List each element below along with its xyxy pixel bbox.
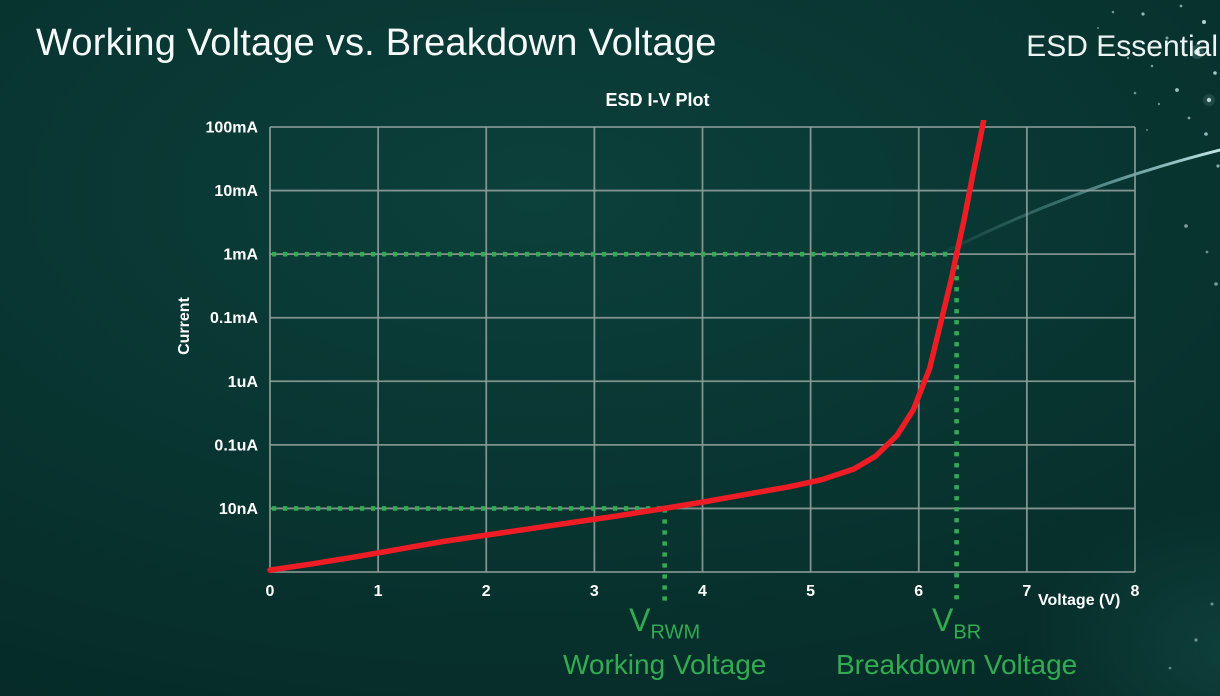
svg-text:10nA: 10nA xyxy=(219,501,259,518)
breakdown-voltage-label: Breakdown Voltage xyxy=(835,649,1078,681)
svg-text:2: 2 xyxy=(482,583,491,600)
y-axis-label: Current xyxy=(176,297,193,355)
vrwm-symbol: VRWM xyxy=(563,603,766,649)
vrwm-symbol-letter: V xyxy=(629,602,651,638)
working-voltage-label: Working Voltage xyxy=(562,649,767,681)
vbr-subscript: BR xyxy=(953,621,982,644)
breakdown-voltage-annotation: VBR Breakdown Voltage xyxy=(836,603,1077,680)
vbr-symbol-letter: V xyxy=(932,602,954,638)
vbr-symbol: VBR xyxy=(836,603,1077,649)
svg-text:5: 5 xyxy=(806,583,815,600)
svg-text:1uA: 1uA xyxy=(228,374,259,391)
page-title: Working Voltage vs. Breakdown Voltage xyxy=(36,22,717,64)
corner-glow-decoration xyxy=(1025,505,1220,696)
chart-plot-area: 100mA 10mA 1mA 0.1mA 1uA 0.1uA 10nA 0 1 2 3 4 5 6 7 8 xyxy=(206,120,1140,604)
chart-title: ESD I-V Plot xyxy=(605,90,710,110)
svg-text:0.1mA: 0.1mA xyxy=(210,310,258,327)
svg-text:100mA: 100mA xyxy=(206,120,259,137)
background-particles xyxy=(1096,4,1220,670)
svg-text:1mA: 1mA xyxy=(223,247,258,264)
svg-text:4: 4 xyxy=(698,583,707,600)
brand-label: ESD Essential xyxy=(1026,30,1218,63)
svg-text:8: 8 xyxy=(1131,583,1140,600)
svg-text:6: 6 xyxy=(914,583,923,600)
x-axis-label: Voltage (V) xyxy=(1038,592,1121,609)
svg-text:0: 0 xyxy=(266,583,275,600)
working-voltage-annotation: VRWM Working Voltage xyxy=(563,603,766,680)
svg-text:0.1uA: 0.1uA xyxy=(214,437,258,454)
svg-text:7: 7 xyxy=(1022,583,1031,600)
svg-text:3: 3 xyxy=(590,583,599,600)
vrwm-subscript: RWM xyxy=(650,621,701,644)
svg-text:10mA: 10mA xyxy=(214,183,258,200)
svg-text:1: 1 xyxy=(374,583,383,600)
decorative-swoosh xyxy=(924,148,1220,264)
